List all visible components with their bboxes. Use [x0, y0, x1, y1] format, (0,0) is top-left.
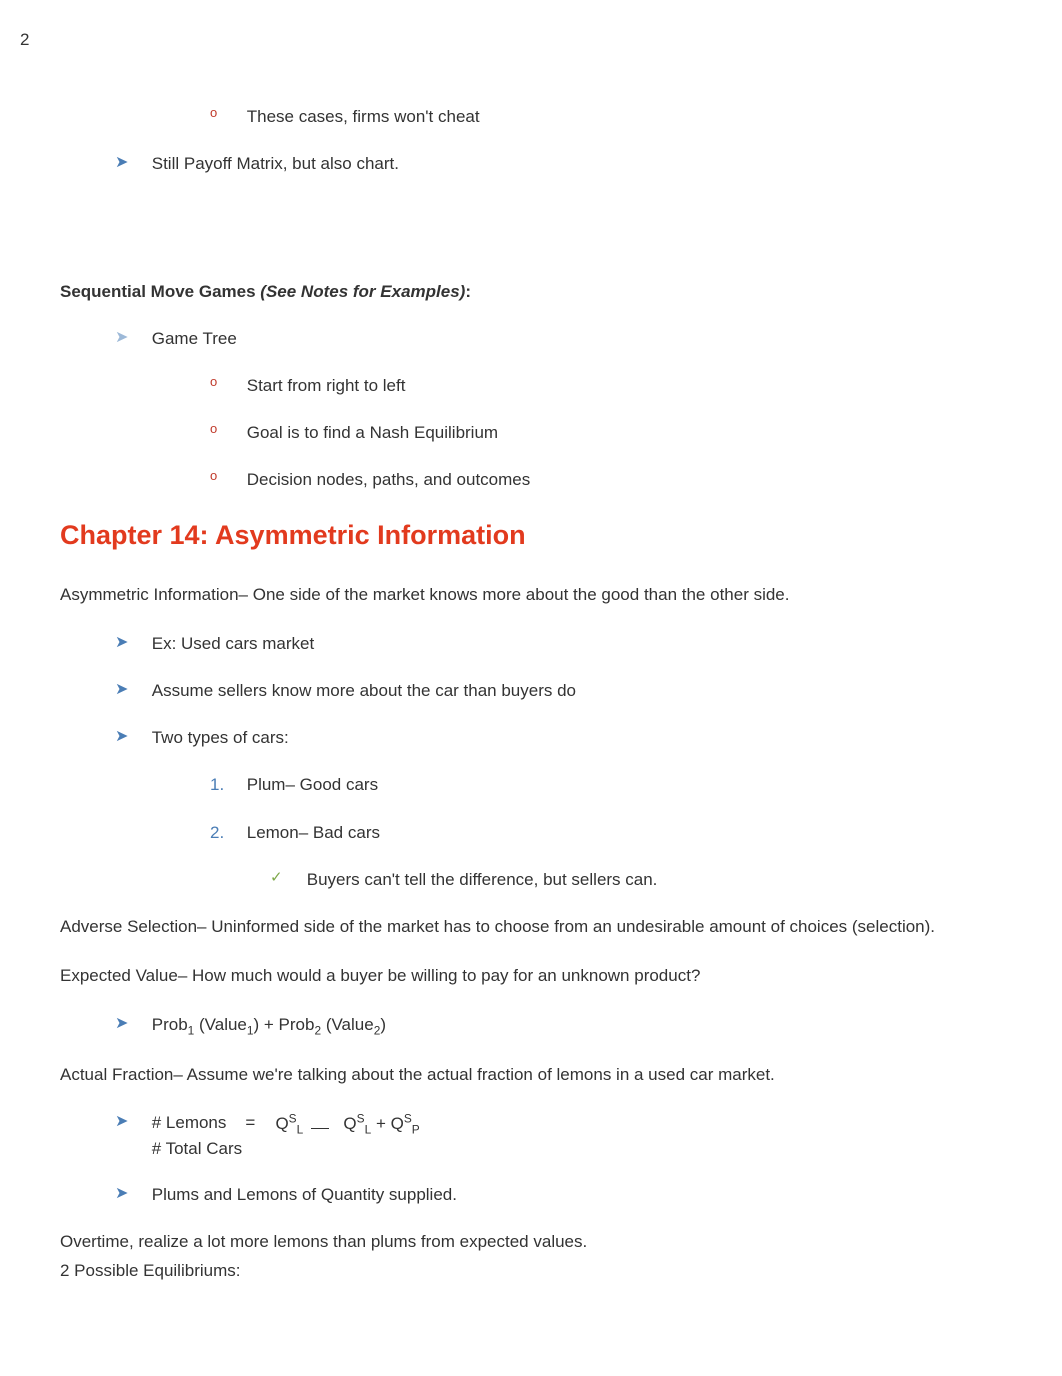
- list-item: ✓ Buyers can't tell the difference, but …: [270, 866, 1002, 893]
- o-marker-icon: o: [210, 419, 242, 440]
- bullet-text: Plums and Lemons of Quantity supplied.: [152, 1181, 999, 1208]
- arrow-marker-icon: ➤: [115, 1011, 147, 1037]
- bullet-text: Still Payoff Matrix, but also chart.: [152, 150, 999, 177]
- list-item: o These cases, firms won't cheat: [210, 103, 1002, 130]
- arrow-marker-icon: ➤: [115, 1181, 147, 1207]
- list-item: o Decision nodes, paths, and outcomes: [210, 466, 1002, 493]
- heading-bold: Sequential Move Games: [60, 282, 256, 301]
- o-marker-icon: o: [210, 466, 242, 487]
- list-item: 1. Plum– Good cars: [210, 771, 1002, 798]
- arrow-marker-icon: ➤: [115, 630, 147, 656]
- paragraph: Overtime, realize a lot more lemons than…: [60, 1228, 1002, 1255]
- bullet-text: These cases, firms won't cheat: [247, 103, 999, 130]
- formula-text: # Lemons = # Total Cars QSL QSL + QSP: [152, 1110, 999, 1161]
- list-item: ➤ Still Payoff Matrix, but also chart.: [115, 150, 1002, 177]
- chapter-title: Chapter 14: Asymmetric Information: [60, 514, 1002, 557]
- list-item: ➤ Plums and Lemons of Quantity supplied.: [115, 1181, 1002, 1208]
- list-item: ➤ # Lemons = # Total Cars QSL QSL + QSP: [115, 1110, 1002, 1161]
- bullet-text: Lemon– Bad cars: [247, 819, 999, 846]
- arrow-marker-icon: ➤: [115, 1110, 147, 1134]
- check-marker-icon: ✓: [270, 866, 302, 890]
- number-marker: 2.: [210, 819, 242, 846]
- number-marker: 1.: [210, 771, 242, 798]
- arrow-marker-icon: ➤: [115, 677, 147, 703]
- list-item: 2. Lemon– Bad cars: [210, 819, 1002, 846]
- bullet-text: Buyers can't tell the difference, but se…: [307, 866, 999, 893]
- heading-colon: :: [465, 282, 471, 301]
- bullet-text: Ex: Used cars market: [152, 630, 999, 657]
- list-item: ➤ Ex: Used cars market: [115, 630, 1002, 657]
- bullet-text: Decision nodes, paths, and outcomes: [247, 466, 999, 493]
- bullet-text: Plum– Good cars: [247, 771, 999, 798]
- bullet-text: Assume sellers know more about the car t…: [152, 677, 999, 704]
- arrow-marker-icon: ➤: [115, 150, 147, 176]
- bullet-text: Goal is to find a Nash Equilibrium: [247, 419, 999, 446]
- arrow-marker-icon: ➤: [115, 325, 147, 351]
- heading-italic: (See Notes for Examples): [256, 282, 466, 301]
- paragraph: 2 Possible Equilibriums:: [60, 1257, 1002, 1284]
- o-marker-icon: o: [210, 372, 242, 393]
- list-item: ➤ Prob1 (Value1) + Prob2 (Value2): [115, 1011, 1002, 1040]
- bullet-text: Start from right to left: [247, 372, 999, 399]
- arrow-marker-icon: ➤: [115, 724, 147, 750]
- list-item: ➤ Assume sellers know more about the car…: [115, 677, 1002, 704]
- bullet-text: Game Tree: [152, 325, 999, 352]
- paragraph: Adverse Selection– Uninformed side of th…: [60, 913, 1002, 940]
- page-number: 2: [20, 26, 1002, 53]
- list-item: o Goal is to find a Nash Equilibrium: [210, 419, 1002, 446]
- paragraph: Expected Value– How much would a buyer b…: [60, 962, 1002, 989]
- list-item: ➤ Two types of cars:: [115, 724, 1002, 751]
- paragraph: Actual Fraction– Assume we're talking ab…: [60, 1061, 1002, 1088]
- list-item: o Start from right to left: [210, 372, 1002, 399]
- formula-text: Prob1 (Value1) + Prob2 (Value2): [152, 1011, 999, 1040]
- section-heading: Sequential Move Games (See Notes for Exa…: [60, 278, 1002, 305]
- list-item: ➤ Game Tree: [115, 325, 1002, 352]
- bullet-text: Two types of cars:: [152, 724, 999, 751]
- o-marker-icon: o: [210, 103, 242, 124]
- paragraph: Asymmetric Information– One side of the …: [60, 581, 1002, 608]
